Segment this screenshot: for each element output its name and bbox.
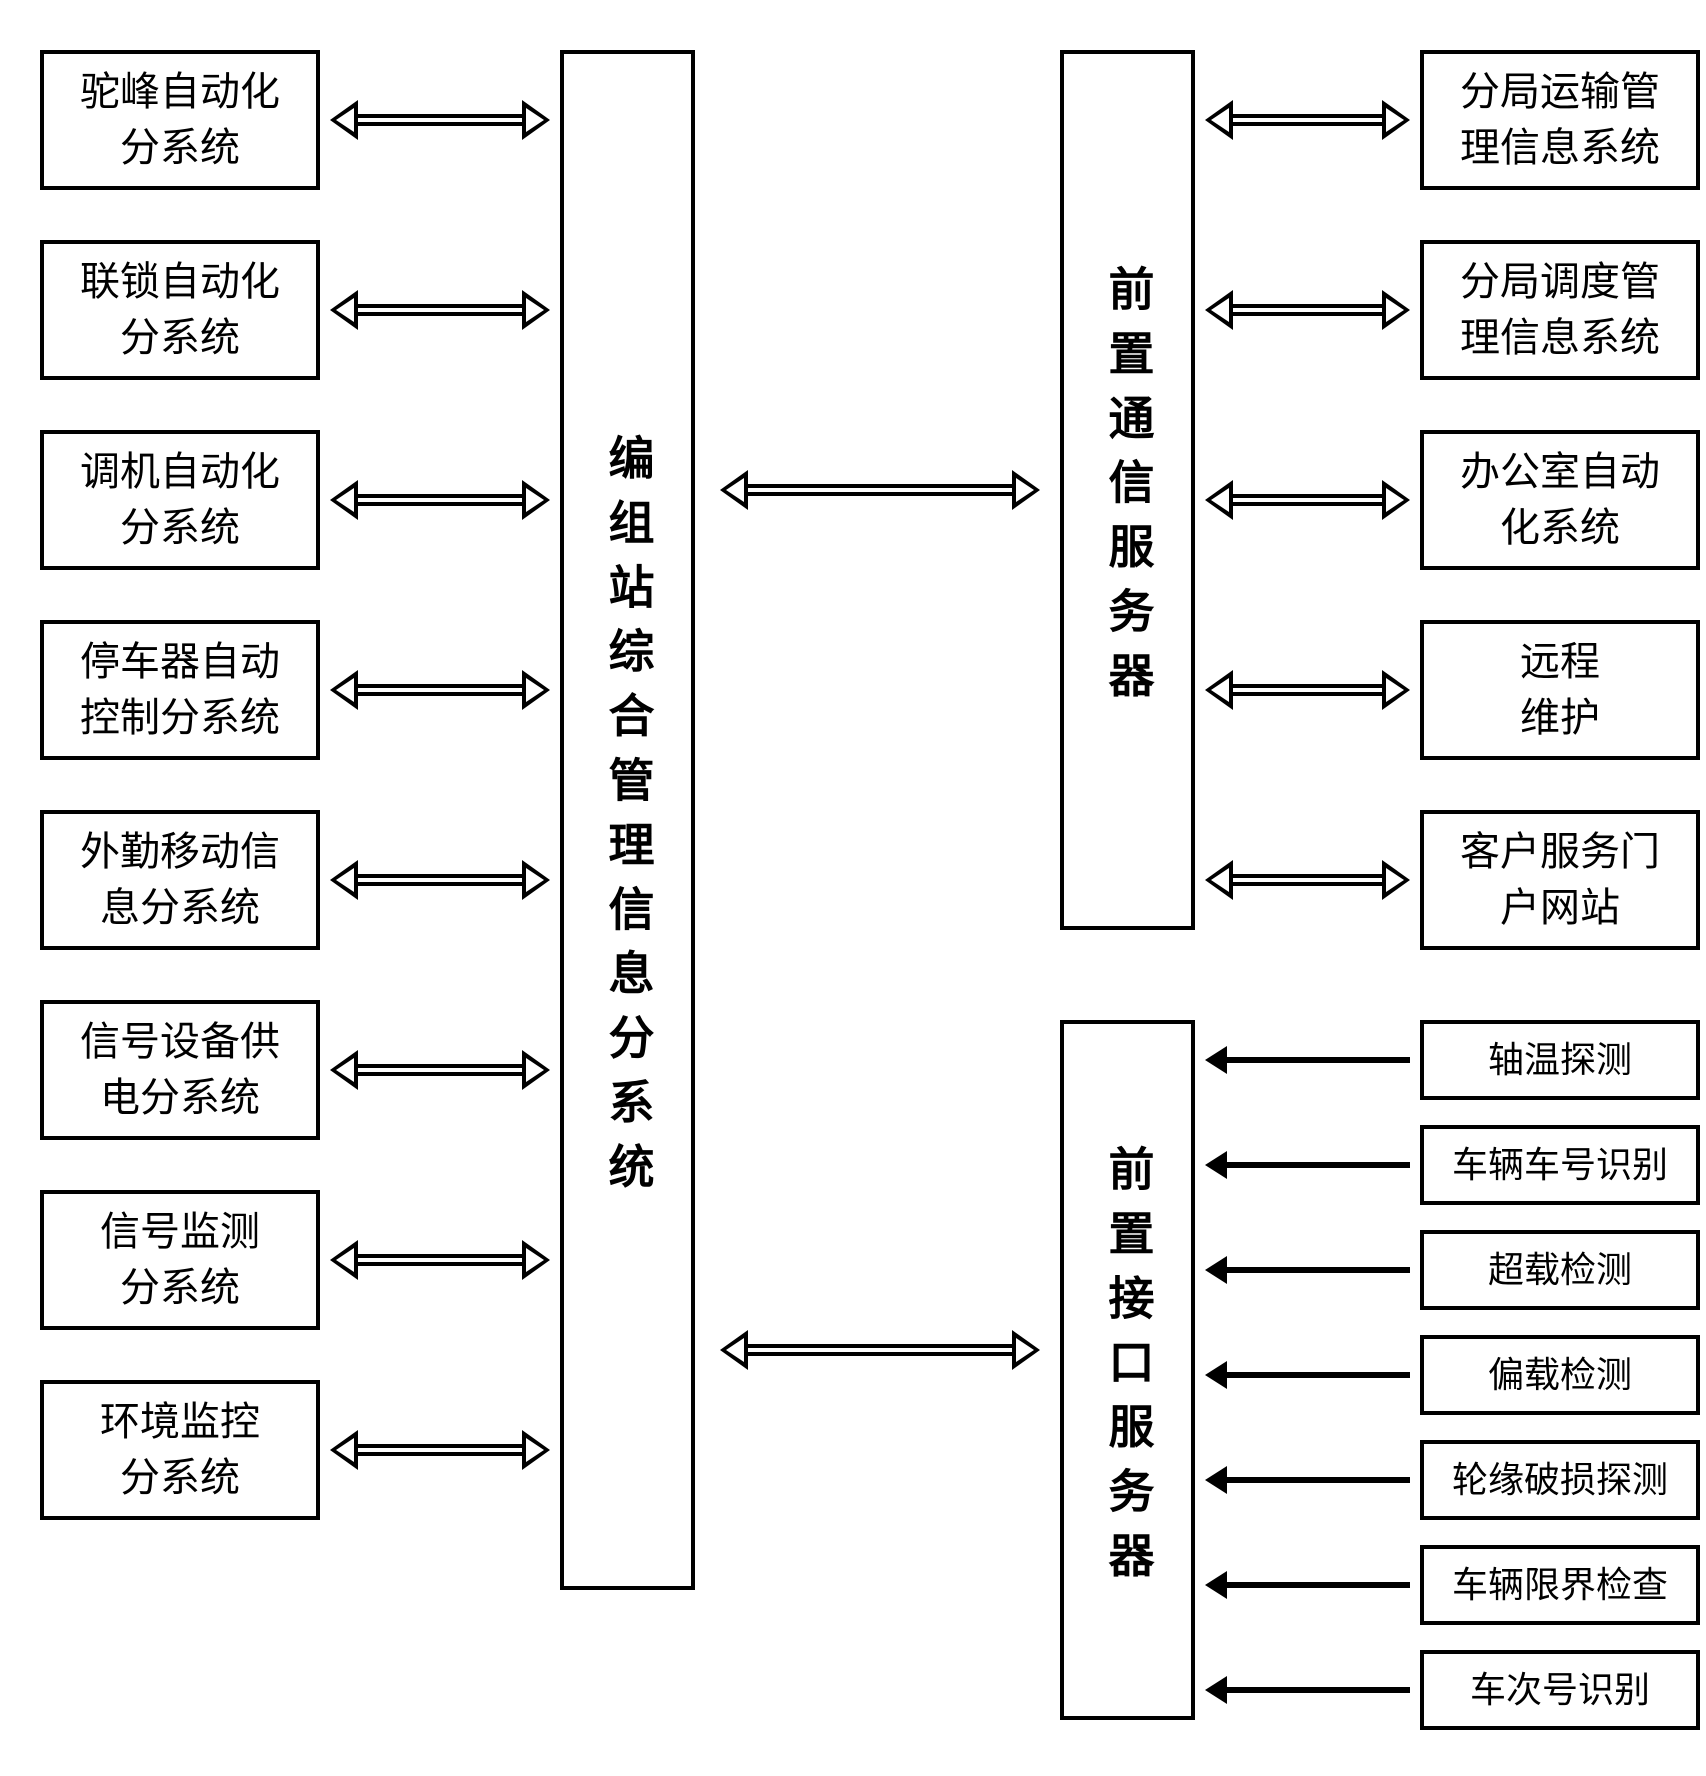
left-box-6-text: 信号监测分系统: [100, 1204, 260, 1316]
iface-box-6-text: 车次号识别: [1470, 1665, 1650, 1715]
iface-box-6: 车次号识别: [1420, 1650, 1700, 1730]
arrow-comm-2: [1205, 480, 1410, 520]
iface-box-4-text: 轮缘破损探测: [1452, 1455, 1668, 1505]
left-box-2: 调机自动化分系统: [40, 430, 320, 570]
center-system-label: 编组站综合管理信息分系统: [595, 434, 661, 1207]
arrow-comm-3: [1205, 670, 1410, 710]
comm-box-1-text: 分局调度管理信息系统: [1460, 254, 1660, 366]
comm-box-1: 分局调度管理信息系统: [1420, 240, 1700, 380]
arrow-comm-1: [1205, 290, 1410, 330]
arrow-left-3: [330, 670, 550, 710]
left-box-0-text: 驼峰自动化分系统: [80, 64, 280, 176]
left-box-5: 信号设备供电分系统: [40, 1000, 320, 1140]
arrow-iface-1: [1205, 1151, 1410, 1179]
iface-server-label: 前置接口服务器: [1095, 1145, 1161, 1596]
left-box-6: 信号监测分系统: [40, 1190, 320, 1330]
left-box-4: 外勤移动信息分系统: [40, 810, 320, 950]
arrow-iface-0: [1205, 1046, 1410, 1074]
left-box-7-text: 环境监控分系统: [100, 1394, 260, 1506]
left-box-3: 停车器自动控制分系统: [40, 620, 320, 760]
left-box-3-text: 停车器自动控制分系统: [80, 634, 280, 746]
arrow-left-0: [330, 100, 550, 140]
comm-box-3: 远程维护: [1420, 620, 1700, 760]
left-box-1: 联锁自动化分系统: [40, 240, 320, 380]
iface-box-3-text: 偏载检测: [1488, 1350, 1632, 1400]
left-box-5-text: 信号设备供电分系统: [80, 1014, 280, 1126]
left-box-2-text: 调机自动化分系统: [80, 444, 280, 556]
comm-box-2: 办公室自动化系统: [1420, 430, 1700, 570]
comm-box-2-text: 办公室自动化系统: [1460, 444, 1660, 556]
iface-box-2-text: 超载检测: [1488, 1245, 1632, 1295]
left-box-4-text: 外勤移动信息分系统: [80, 824, 280, 936]
comm-box-0-text: 分局运输管理信息系统: [1460, 64, 1660, 176]
arrow-iface-3: [1205, 1361, 1410, 1389]
iface-box-5-text: 车辆限界检查: [1452, 1560, 1668, 1610]
arrow-center-right-1: [720, 1330, 1040, 1370]
comm-server-label: 前置通信服务器: [1095, 265, 1161, 716]
arrow-left-2: [330, 480, 550, 520]
arrow-left-4: [330, 860, 550, 900]
iface-server: 前置接口服务器: [1060, 1020, 1195, 1720]
arrow-iface-6: [1205, 1676, 1410, 1704]
center-system: 编组站综合管理信息分系统: [560, 50, 695, 1590]
comm-box-3-text: 远程维护: [1520, 634, 1600, 746]
arrow-left-5: [330, 1050, 550, 1090]
arrow-left-1: [330, 290, 550, 330]
iface-box-4: 轮缘破损探测: [1420, 1440, 1700, 1520]
comm-box-0: 分局运输管理信息系统: [1420, 50, 1700, 190]
iface-box-5: 车辆限界检查: [1420, 1545, 1700, 1625]
iface-box-2: 超载检测: [1420, 1230, 1700, 1310]
iface-box-1: 车辆车号识别: [1420, 1125, 1700, 1205]
left-box-7: 环境监控分系统: [40, 1380, 320, 1520]
arrow-center-right-0: [720, 470, 1040, 510]
arrow-iface-4: [1205, 1466, 1410, 1494]
arrow-left-7: [330, 1430, 550, 1470]
comm-box-4: 客户服务门户网站: [1420, 810, 1700, 950]
left-box-1-text: 联锁自动化分系统: [80, 254, 280, 366]
arrow-comm-0: [1205, 100, 1410, 140]
left-box-0: 驼峰自动化分系统: [40, 50, 320, 190]
iface-box-1-text: 车辆车号识别: [1452, 1140, 1668, 1190]
iface-box-0-text: 轴温探测: [1488, 1035, 1632, 1085]
comm-server: 前置通信服务器: [1060, 50, 1195, 930]
iface-box-0: 轴温探测: [1420, 1020, 1700, 1100]
iface-box-3: 偏载检测: [1420, 1335, 1700, 1415]
arrow-iface-5: [1205, 1571, 1410, 1599]
arrow-left-6: [330, 1240, 550, 1280]
arrow-comm-4: [1205, 860, 1410, 900]
arrow-iface-2: [1205, 1256, 1410, 1284]
comm-box-4-text: 客户服务门户网站: [1460, 824, 1660, 936]
